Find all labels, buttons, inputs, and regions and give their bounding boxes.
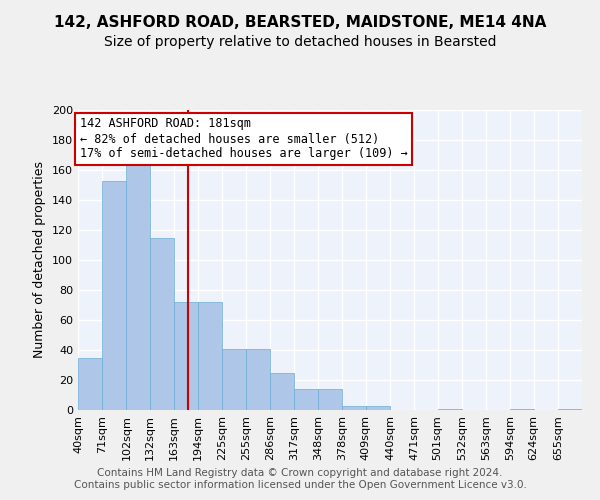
Y-axis label: Number of detached properties: Number of detached properties [34,162,46,358]
Bar [174,302,198,410]
Bar [342,406,366,410]
Bar [294,389,318,410]
Text: 142, ASHFORD ROAD, BEARSTED, MAIDSTONE, ME14 4NA: 142, ASHFORD ROAD, BEARSTED, MAIDSTONE, … [54,15,546,30]
Bar [150,238,174,410]
Text: Size of property relative to detached houses in Bearsted: Size of property relative to detached ho… [104,35,496,49]
Bar [102,180,127,410]
Bar [270,372,294,410]
Bar [318,389,342,410]
Text: Contains HM Land Registry data © Crown copyright and database right 2024.
Contai: Contains HM Land Registry data © Crown c… [74,468,526,490]
Bar [127,164,150,410]
Bar [558,408,582,410]
Bar [246,348,270,410]
Bar [198,302,223,410]
Bar [366,406,390,410]
Bar [223,348,246,410]
Bar [510,408,533,410]
Bar [437,408,462,410]
Text: 142 ASHFORD ROAD: 181sqm
← 82% of detached houses are smaller (512)
17% of semi-: 142 ASHFORD ROAD: 181sqm ← 82% of detach… [80,118,407,160]
Bar [78,358,102,410]
